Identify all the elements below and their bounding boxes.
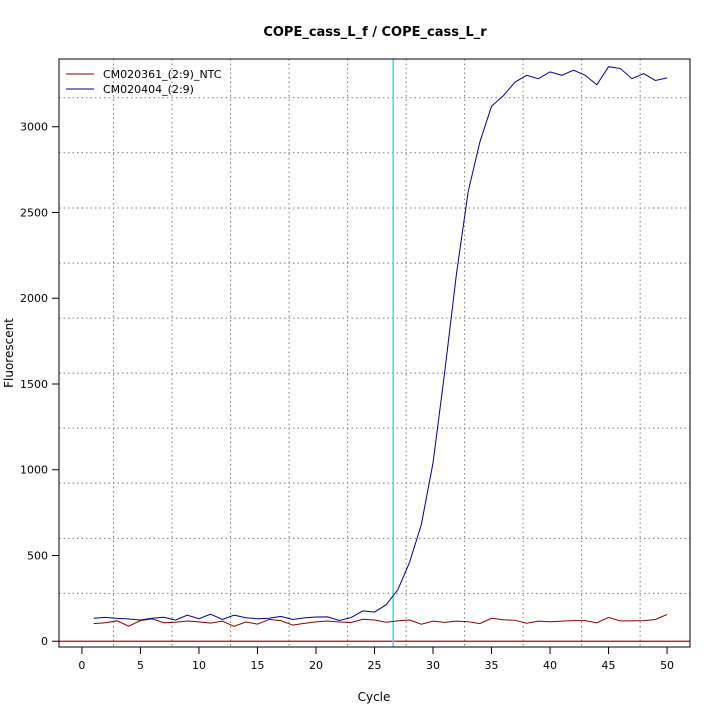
chart-title: COPE_cass_L_f / COPE_cass_L_r xyxy=(263,25,487,40)
x-axis: 0 5 10 15 20 25 30 35 40 45 50 xyxy=(78,647,674,672)
y-tick-label: 2000 xyxy=(20,292,48,305)
x-tick-label: 50 xyxy=(660,659,674,672)
x-tick-label: 0 xyxy=(78,659,85,672)
x-tick-label: 10 xyxy=(192,659,206,672)
plot-area-frame xyxy=(58,58,691,648)
y-tick-label: 0 xyxy=(41,635,48,648)
y-tick-label: 500 xyxy=(27,549,48,562)
y-tick-label: 1000 xyxy=(20,464,48,477)
series-line xyxy=(93,614,668,627)
x-tick-label: 40 xyxy=(543,659,557,672)
x-tick-label: 5 xyxy=(137,659,144,672)
x-tick-label: 25 xyxy=(368,659,382,672)
legend: CM020361_(2:9)_NTC CM020404_(2:9) xyxy=(66,68,222,96)
legend-label: CM020361_(2:9)_NTC xyxy=(103,68,222,81)
x-tick-label: 35 xyxy=(485,659,499,672)
y-axis: 0 500 1000 1500 2000 2500 3000 xyxy=(20,121,59,648)
y-axis-label: Fluorescent xyxy=(2,318,16,388)
x-tick-label: 15 xyxy=(250,659,264,672)
y-tick-label: 3000 xyxy=(20,121,48,134)
x-tick-label: 20 xyxy=(309,659,323,672)
x-axis-label: Cycle xyxy=(358,690,391,704)
legend-label: CM020404_(2:9) xyxy=(103,83,194,96)
series-lines xyxy=(93,66,668,627)
x-tick-label: 30 xyxy=(426,659,440,672)
x-tick-label: 45 xyxy=(602,659,616,672)
reference-lines xyxy=(59,59,690,647)
grid-lines xyxy=(59,59,690,648)
y-tick-label: 1500 xyxy=(20,378,48,391)
y-tick-label: 2500 xyxy=(20,206,48,219)
series-line xyxy=(93,66,668,622)
